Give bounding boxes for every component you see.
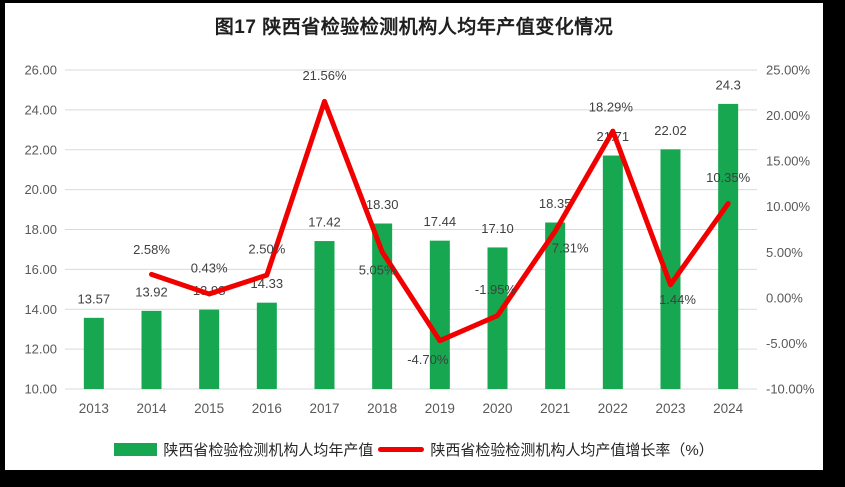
chart-legend: 陕西省检验检测机构人均年产值 陕西省检验检测机构人均产值增长率（%）: [5, 437, 823, 461]
legend-item-bar-series: 陕西省检验检测机构人均年产值: [114, 439, 373, 460]
chart-title: 图17 陕西省检验检测机构人均年产值变化情况: [214, 17, 614, 38]
legend-item-line-series: 陕西省检验检测机构人均产值增长率（%）: [378, 439, 714, 460]
legend-label-bar-series: 陕西省检验检测机构人均年产值: [163, 441, 374, 459]
bar-series-swatch-icon: [114, 442, 158, 456]
chart-canvas: 图17 陕西省检验检测机构人均年产值变化情况 陕西省检验检测机构人均年产值 陕西…: [5, 3, 823, 470]
legend-label-line-series: 陕西省检验检测机构人均产值增长率（%）: [430, 441, 714, 459]
line-series-swatch-icon: [378, 446, 425, 452]
